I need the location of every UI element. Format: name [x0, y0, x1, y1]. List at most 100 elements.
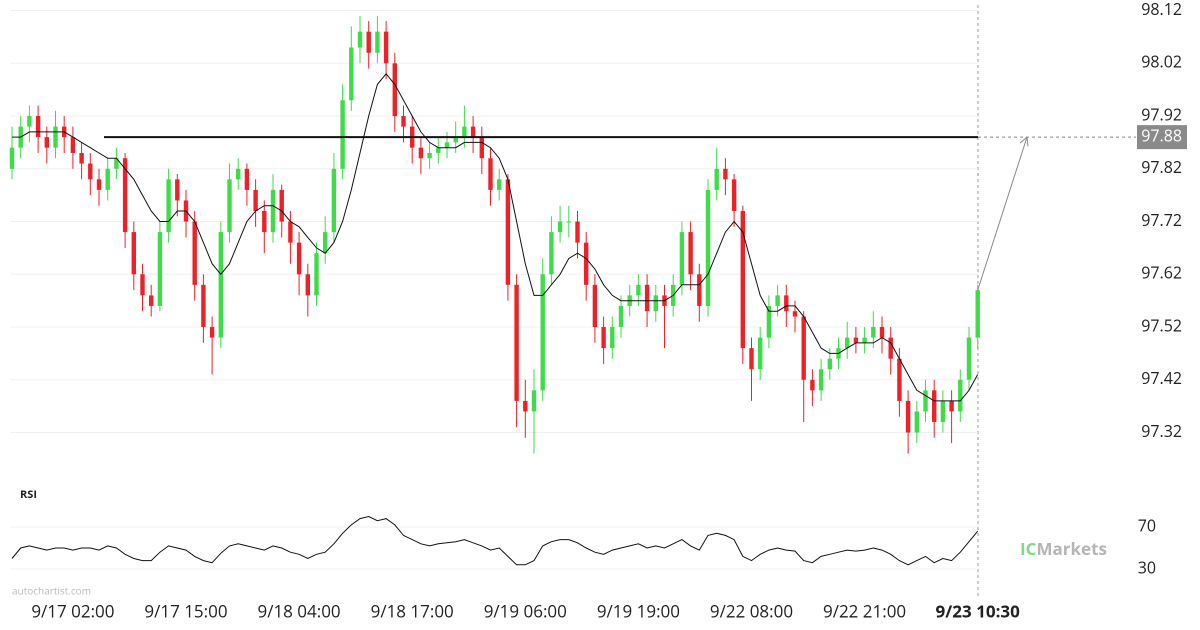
candle-body: [227, 179, 232, 233]
candle-body: [523, 400, 528, 412]
y-tick-label: 98.02: [1141, 51, 1182, 73]
candle-body: [749, 348, 754, 370]
candle-body: [497, 179, 502, 190]
candle-body: [262, 210, 267, 233]
candle-body: [853, 337, 859, 343]
moving-average: [12, 73, 979, 402]
candle-body: [653, 295, 658, 312]
candle-body: [349, 47, 354, 101]
candle-body: [566, 221, 571, 223]
candle-body: [279, 189, 284, 222]
candle-body: [288, 221, 293, 243]
candle-body: [192, 221, 197, 285]
candle-body: [305, 274, 310, 296]
candle-body: [505, 179, 511, 285]
candle-body: [914, 411, 919, 433]
candle-body: [209, 327, 215, 338]
candle-body: [679, 232, 685, 285]
candle-body: [131, 232, 136, 275]
watermark: autochartist.com: [12, 584, 91, 598]
candle-body: [88, 163, 93, 180]
rsi-label: RSI: [20, 487, 37, 502]
candle-body: [314, 253, 319, 296]
candle-body: [70, 137, 76, 153]
candle-body: [862, 337, 867, 343]
candle-body: [218, 232, 223, 338]
candle-body: [96, 179, 102, 190]
candle-body: [731, 179, 737, 211]
candle-body: [462, 126, 467, 138]
forecast-arrowhead: [1019, 136, 1029, 147]
rsi-tick-label: 30: [1138, 556, 1156, 578]
candle-body: [9, 147, 15, 169]
candle-body: [436, 147, 441, 153]
logo: ICMarkets: [1020, 537, 1107, 560]
candle-body: [810, 379, 815, 391]
candle-body: [27, 116, 32, 127]
candle-body: [601, 327, 606, 349]
candle-body: [723, 168, 728, 180]
candle-body: [975, 290, 980, 338]
candle-body: [427, 152, 432, 159]
forecast-arrow: [977, 136, 1028, 291]
candle-body: [775, 295, 780, 306]
candle-body: [784, 295, 789, 312]
candle-body: [166, 179, 171, 233]
candle-body: [531, 390, 537, 412]
candle-body: [618, 305, 624, 328]
candle-body: [366, 31, 371, 53]
candle-body: [575, 221, 580, 243]
candle-body: [35, 116, 41, 138]
candle-body: [149, 295, 154, 306]
candle-body: [888, 337, 893, 359]
candle-body: [514, 284, 519, 401]
x-tick-label: 9/22 21:00: [823, 600, 906, 623]
candle-body: [253, 189, 258, 211]
x-tick-label: 9/17 15:00: [144, 600, 227, 623]
candle-body: [549, 232, 554, 275]
rsi-tick-label: 70: [1138, 514, 1156, 536]
candle-body: [697, 274, 702, 306]
level-label: 97.88: [1141, 124, 1182, 146]
candle-body: [296, 242, 302, 275]
x-tick-label: 9/23 10:30: [936, 600, 1021, 623]
candle-body: [140, 274, 145, 296]
candle-body: [357, 31, 363, 48]
candle-body: [766, 305, 772, 338]
candle-body: [871, 327, 876, 338]
y-tick-label: 97.92: [1141, 103, 1182, 125]
candle-body: [801, 316, 806, 380]
candle-body: [879, 327, 885, 338]
candle-body: [705, 189, 711, 306]
candle-body: [488, 158, 493, 190]
candle-body: [270, 189, 276, 233]
rsi-line: [11, 515, 979, 566]
candle-body: [340, 100, 345, 169]
logo-prefix: IC: [1020, 537, 1037, 560]
candle-body: [714, 168, 719, 190]
candle-body: [401, 116, 406, 127]
candle-body: [392, 63, 397, 117]
candle-body: [53, 126, 58, 148]
candle-body: [557, 221, 563, 233]
candle-body: [375, 31, 380, 53]
candle-body: [792, 311, 798, 317]
candle-body: [418, 147, 424, 159]
candle-body: [201, 284, 206, 328]
candle-body: [157, 232, 163, 306]
x-tick-label: 9/18 04:00: [258, 600, 341, 623]
x-tick-label: 9/18 17:00: [371, 600, 454, 623]
candle-body: [592, 284, 598, 328]
candle-body: [636, 284, 641, 296]
candle-body: [444, 142, 450, 148]
x-tick-label: 9/22 08:00: [710, 600, 793, 623]
candle-body: [958, 379, 963, 412]
candle-body: [644, 284, 650, 312]
candle-body: [584, 242, 589, 285]
candle-body: [175, 179, 180, 201]
y-tick-label: 97.32: [1141, 420, 1182, 442]
candle-body: [479, 137, 484, 159]
x-tick-label: 9/19 19:00: [597, 600, 680, 623]
